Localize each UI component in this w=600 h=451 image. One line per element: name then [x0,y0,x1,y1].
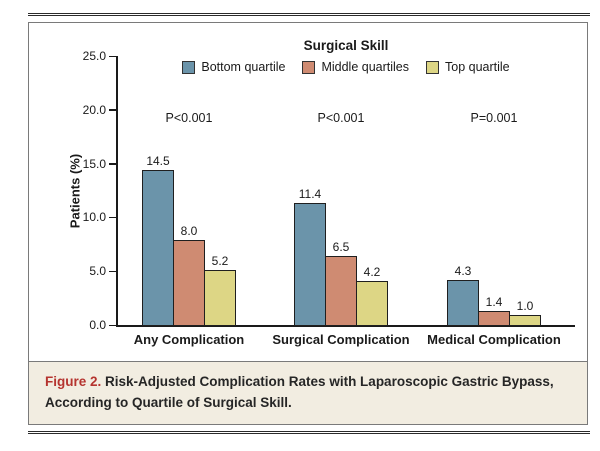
y-tick-label: 5.0 [89,264,106,279]
caption-text: Risk-Adjusted Complication Rates with La… [45,374,554,410]
legend-label: Bottom quartile [201,60,286,74]
figure-caption: Figure 2. Risk-Adjusted Complication Rat… [28,361,588,425]
y-tick-mark [109,163,117,165]
chart-header: Surgical Skill Bottom quartile Middle qua… [117,23,575,74]
y-tick-mark [109,270,117,273]
chart-legend: Bottom quartile Middle quartiles Top quart… [117,60,575,74]
y-tick-mark [109,55,117,57]
figure-panel: Surgical Skill Bottom quartile Middle qua… [28,22,588,362]
bar-value-label: 14.5 [146,153,170,168]
bar-bottom-quartile: 4.3 [447,264,479,326]
bar-value-label: 6.5 [332,240,350,255]
legend-item: Middle quartiles [302,60,409,74]
legend-swatch [426,60,439,74]
x-axis-line [116,325,575,327]
bottom-double-rule [28,431,590,434]
bar-bottom-quartile: 11.4 [294,187,326,326]
chart-title: Surgical Skill [303,38,389,53]
bar-top-quartile: 4.2 [356,265,388,326]
y-tick-label: 20.0 [82,102,106,117]
p-value-label: P<0.001 [165,111,213,125]
bar-middle-quartiles: 1.4 [478,295,510,326]
y-tick-label: 10.0 [82,210,106,225]
bar-value-label: 1.0 [516,299,534,314]
y-axis-line [116,56,118,327]
bar-value-label: 4.3 [454,263,472,278]
y-tick-mark [109,109,117,111]
legend-swatch [182,60,196,74]
legend-item: Bottom quartile [182,60,285,74]
bar-group: 11.4 6.5 4.2 [294,187,388,326]
bar-value-label: 11.4 [298,187,322,202]
p-value-label: P=0.001 [470,111,518,125]
bar-middle-quartiles: 8.0 [173,224,205,326]
legend-label: Middle quartiles [321,60,409,74]
bar-value-label: 1.4 [485,294,503,309]
p-value-label: P<0.001 [317,111,365,125]
bar-group: 4.3 1.4 1.0 [447,264,541,326]
bar-bottom-quartile: 14.5 [142,154,174,326]
bar-value-label: 4.2 [363,264,381,279]
top-double-rule [28,13,590,16]
y-tick-mark [109,324,117,326]
bar-value-label: 5.2 [211,254,229,269]
y-tick-label: 25.0 [82,49,106,63]
legend-item: Top quartile [426,60,510,74]
figure-label: Figure 2. [45,374,102,389]
bar-top-quartile: 1.0 [509,299,541,326]
category-label: Medical Complication [427,332,561,347]
y-tick-mark [109,216,117,219]
bar-value-label: 8.0 [180,223,198,238]
bar-top-quartile: 5.2 [204,254,236,326]
legend-swatch [302,60,316,74]
category-label: Surgical Complication [272,332,410,347]
y-tick-label: 15.0 [82,156,106,171]
legend-label: Top quartile [445,60,510,74]
category-label: Any Complication [133,332,245,347]
y-tick-label: 0.0 [89,318,106,332]
bar-group: 14.5 8.0 5.2 [142,154,236,326]
bar-middle-quartiles: 6.5 [325,240,357,326]
